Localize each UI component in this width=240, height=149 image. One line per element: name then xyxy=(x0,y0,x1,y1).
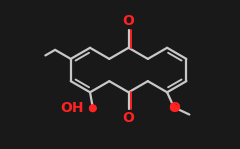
Circle shape xyxy=(90,105,96,111)
Text: O: O xyxy=(168,101,180,115)
Text: O: O xyxy=(123,14,134,28)
Circle shape xyxy=(171,104,177,111)
Text: O: O xyxy=(123,111,134,125)
Text: OH: OH xyxy=(60,101,84,115)
